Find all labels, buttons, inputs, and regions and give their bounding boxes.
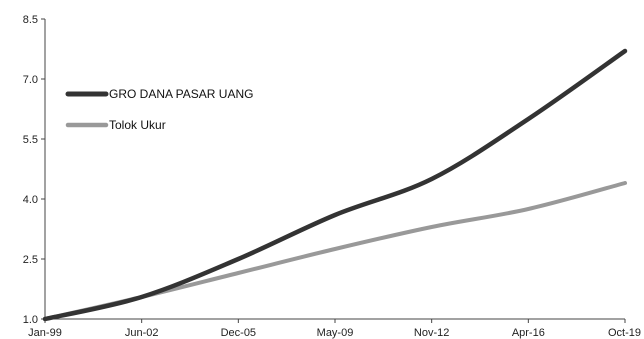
x-tick-label: Jun-02 [125, 327, 159, 339]
series-0-point [238, 259, 239, 260]
x-tick-label: Nov-12 [414, 327, 449, 339]
x-axis-ticks: Jan-99 Jun-02 Dec-05 May-09 Nov-12 Apr-16 Oct-… [28, 319, 641, 339]
x-tick-label: Oct-19 [608, 327, 641, 339]
series-1-point [335, 249, 336, 250]
series-1-point [625, 183, 626, 184]
series-0-point [335, 215, 336, 216]
x-tick-label: Jan-99 [28, 327, 62, 339]
series-0-point [528, 119, 529, 120]
series-line-0 [42, 48, 628, 322]
series-0-point [141, 297, 142, 298]
x-tick-label: May-09 [317, 327, 354, 339]
y-axis-ticks: 1.0 2.5 4.0 5.5 7.0 8.5 [23, 14, 45, 326]
y-tick-label: 1.0 [23, 314, 38, 326]
series-0-point [45, 319, 46, 320]
series-0-point [431, 179, 432, 180]
legend-label-1: Tolok Ukur [109, 118, 166, 132]
series-1-point [238, 273, 239, 274]
legend-label-0: GRO DANA PASAR UANG [109, 87, 253, 101]
series-1-point [528, 209, 529, 210]
legend: GRO DANA PASAR UANG Tolok Ukur [65, 87, 253, 132]
x-tick-label: Dec-05 [221, 327, 256, 339]
y-tick-label: 5.5 [23, 134, 38, 146]
series-0-point [625, 51, 626, 52]
series-1-point [431, 227, 432, 228]
y-tick-label: 2.5 [23, 254, 38, 266]
x-tick-label: Apr-16 [512, 327, 545, 339]
y-tick-label: 7.0 [23, 74, 38, 86]
series-lines [42, 48, 628, 322]
y-tick-label: 4.0 [23, 194, 38, 206]
axes [44, 19, 625, 320]
y-tick-label: 8.5 [23, 14, 38, 26]
